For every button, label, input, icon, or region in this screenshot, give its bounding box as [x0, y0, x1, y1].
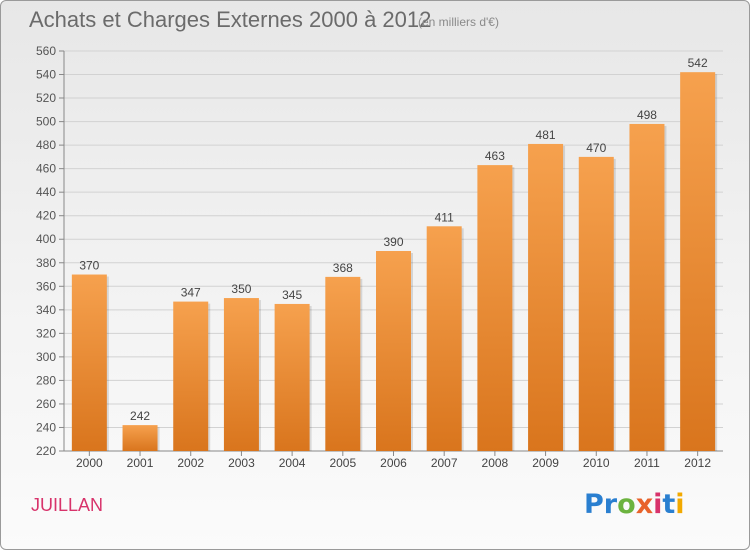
bar — [528, 143, 564, 452]
y-tick-label: 560 — [36, 44, 56, 58]
x-tick-label: 2002 — [177, 456, 204, 470]
y-tick-label: 260 — [36, 397, 56, 411]
bar — [274, 303, 310, 451]
bar — [426, 226, 462, 451]
logo-letter: r — [603, 489, 618, 520]
bar-value-label: 368 — [333, 261, 353, 275]
bars — [71, 72, 718, 452]
x-tick-label: 2011 — [634, 456, 660, 470]
bar-value-label: 350 — [231, 282, 251, 296]
y-tick-label: 320 — [36, 326, 56, 340]
y-tick-label: 280 — [36, 373, 56, 387]
x-tick-label: 2000 — [76, 456, 103, 470]
y-tick-label: 420 — [36, 209, 56, 223]
chart-subtitle: (en milliers d'€) — [418, 15, 499, 29]
bar-value-label: 345 — [282, 288, 302, 302]
commune-name: JUILLAN — [31, 495, 104, 515]
x-tick-label: 2005 — [329, 456, 356, 470]
bar — [578, 156, 614, 451]
y-tick-label: 300 — [36, 350, 56, 364]
logo-letter: i — [675, 489, 685, 520]
y-tick-label: 520 — [36, 91, 56, 105]
x-tick-label: 2004 — [279, 456, 306, 470]
logo-letter: x — [635, 489, 654, 520]
y-tick-label: 500 — [36, 115, 56, 129]
logo-letter: o — [617, 489, 636, 520]
y-tick-label: 480 — [36, 138, 56, 152]
x-tick-label: 2006 — [380, 456, 407, 470]
bar-value-label: 542 — [688, 56, 708, 70]
bar — [477, 165, 513, 451]
bar — [223, 298, 259, 451]
y-tick-label: 400 — [36, 232, 56, 246]
bar — [325, 276, 361, 451]
y-tick-label: 220 — [36, 444, 56, 458]
bar-value-label: 481 — [536, 128, 556, 142]
logo-letter: P — [584, 489, 604, 520]
data-labels: 370 242 347 350 345 368 390 411 463 481 470 498 542 — [79, 56, 708, 423]
proxiti-logo[interactable]: Proxiti — [584, 489, 685, 520]
bar-value-label: 498 — [637, 108, 657, 122]
bar-value-label: 242 — [130, 409, 150, 423]
bar — [71, 274, 107, 451]
bar — [173, 301, 209, 451]
y-tick-label: 360 — [36, 279, 56, 293]
x-tick-label: 2007 — [431, 456, 458, 470]
bar — [122, 425, 158, 451]
y-tick-label: 540 — [36, 68, 56, 82]
y-tick-label: 340 — [36, 303, 56, 317]
x-tick-label: 2003 — [228, 456, 255, 470]
bar — [376, 251, 411, 451]
bar-value-label: 390 — [383, 235, 403, 249]
logo-letter: t — [662, 489, 676, 520]
x-tick-label: 2008 — [482, 456, 509, 470]
y-tick-label: 380 — [36, 256, 56, 270]
bar-value-label: 411 — [435, 210, 454, 224]
x-tick-labels: 2000 2001 2002 2003 2004 2005 2006 2007 2008 2009… — [76, 456, 711, 470]
y-tick-label: 240 — [36, 420, 56, 434]
bar-value-label: 463 — [485, 149, 505, 163]
bar-value-label: 347 — [181, 286, 201, 300]
logo-letter: i — [653, 489, 663, 520]
bar — [680, 72, 716, 452]
bar — [629, 123, 665, 452]
x-tick-label: 2009 — [532, 456, 559, 470]
bar-value-label: 370 — [79, 259, 99, 273]
y-tick-labels: 220 240 260 280 300 320 340 360 380 400 420 440 460 4… — [36, 44, 56, 458]
y-tick-label: 460 — [36, 162, 56, 176]
bar-value-label: 470 — [586, 141, 606, 155]
x-tick-label: 2012 — [684, 456, 711, 470]
y-tick-label: 440 — [36, 185, 56, 199]
x-tick-label: 2010 — [583, 456, 610, 470]
chart-title: Achats et Charges Externes 2000 à 2012 — [29, 7, 432, 32]
x-tick-label: 2001 — [127, 456, 154, 470]
